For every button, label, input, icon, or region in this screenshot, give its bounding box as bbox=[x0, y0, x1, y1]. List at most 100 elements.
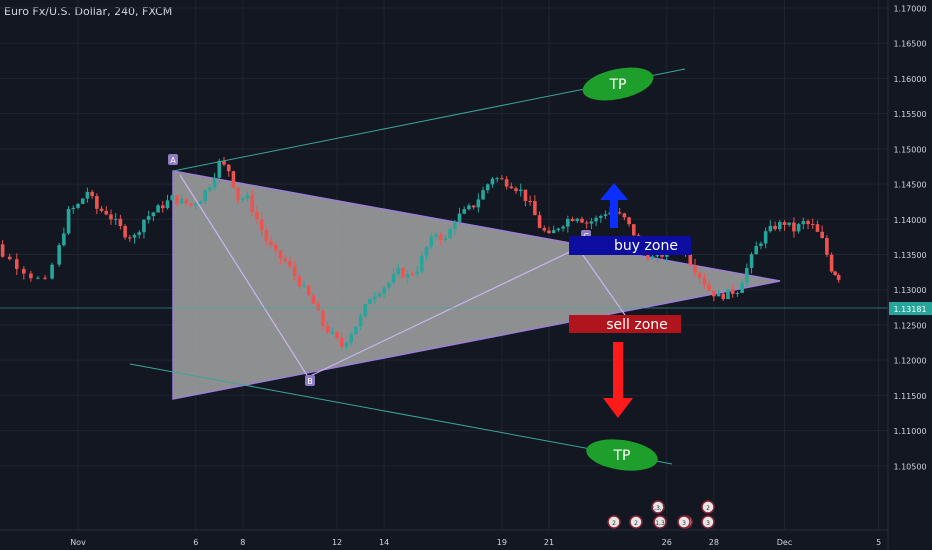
candle-body bbox=[43, 277, 47, 279]
candle-body bbox=[391, 274, 396, 283]
candle-body bbox=[716, 293, 721, 297]
candle-body bbox=[627, 217, 631, 225]
candle-body bbox=[245, 194, 250, 199]
candle-body bbox=[269, 241, 273, 246]
y-tick-label: 1.17000 bbox=[893, 5, 926, 14]
candle-body bbox=[617, 212, 622, 214]
candle-body bbox=[170, 195, 174, 201]
candle-body bbox=[453, 222, 457, 229]
candle-body bbox=[160, 205, 165, 209]
candle-body bbox=[128, 237, 132, 239]
candle-body bbox=[104, 210, 109, 215]
candle-body bbox=[358, 315, 363, 327]
candle-body bbox=[448, 228, 452, 239]
candle-body bbox=[415, 271, 419, 275]
candle-body bbox=[212, 177, 217, 188]
candle-body bbox=[250, 194, 255, 212]
candle-body bbox=[829, 254, 834, 272]
candle-body bbox=[424, 246, 429, 256]
candle-body bbox=[132, 234, 137, 238]
x-tick-label: 8 bbox=[240, 538, 245, 547]
candle-body bbox=[688, 254, 693, 266]
candle-body bbox=[481, 190, 485, 200]
candle-body bbox=[410, 273, 415, 275]
sell-zone-box bbox=[569, 315, 681, 333]
candle-body bbox=[580, 218, 584, 223]
event-flag-count: 2 bbox=[706, 505, 710, 512]
candle-body bbox=[622, 213, 627, 218]
candle-body bbox=[90, 191, 94, 197]
candle-body bbox=[820, 231, 824, 238]
candle-body bbox=[556, 228, 561, 231]
candle-body bbox=[740, 282, 744, 293]
candle-body bbox=[561, 226, 565, 229]
candle-body bbox=[22, 268, 26, 274]
candle-body bbox=[825, 237, 829, 255]
candle-body bbox=[85, 191, 90, 199]
candle-body bbox=[95, 196, 99, 209]
candle-body bbox=[528, 200, 532, 202]
candle-body bbox=[420, 255, 424, 272]
candle-body bbox=[721, 293, 726, 300]
candle-body bbox=[297, 276, 302, 287]
candle-body bbox=[707, 284, 711, 291]
candle-body bbox=[796, 224, 801, 232]
event-flag-icon bbox=[607, 515, 621, 529]
candle-body bbox=[467, 205, 471, 210]
x-tick-label: 12 bbox=[332, 538, 342, 547]
x-tick-label: 19 bbox=[497, 538, 507, 547]
candle-body bbox=[372, 296, 377, 300]
y-tick-label: 1.16000 bbox=[893, 75, 926, 84]
candle-body bbox=[259, 219, 264, 231]
candle-body bbox=[462, 209, 467, 214]
candle-body bbox=[66, 209, 71, 234]
candle-body bbox=[815, 224, 820, 232]
candle-body bbox=[777, 222, 782, 230]
candle-body bbox=[434, 234, 438, 237]
y-tick-label: 1.14000 bbox=[893, 216, 926, 225]
candle-body bbox=[236, 187, 240, 200]
channel-line-lower bbox=[129, 363, 673, 465]
candle-body bbox=[118, 218, 123, 227]
candle-body bbox=[335, 332, 339, 338]
candle-body bbox=[763, 231, 768, 244]
y-tick-label: 1.13000 bbox=[893, 286, 926, 295]
candle-body bbox=[203, 190, 207, 202]
candle-body bbox=[368, 299, 372, 304]
candle-body bbox=[495, 178, 499, 180]
event-flag-count: 3 bbox=[682, 520, 686, 527]
candle-body bbox=[311, 295, 316, 304]
candle-body bbox=[382, 287, 386, 294]
candle-body bbox=[547, 230, 551, 234]
candle-body bbox=[151, 212, 156, 217]
event-flag-icon bbox=[701, 515, 715, 529]
candle-body bbox=[137, 232, 142, 235]
arrow-down-icon bbox=[603, 342, 633, 418]
candle-body bbox=[810, 224, 815, 226]
event-flag-count: 2 bbox=[634, 520, 638, 527]
candle-body bbox=[759, 243, 763, 247]
candle-body bbox=[339, 337, 344, 347]
candle-body bbox=[189, 203, 193, 206]
candle-body bbox=[387, 282, 391, 288]
x-tick-label: 21 bbox=[544, 538, 554, 547]
candle-body bbox=[551, 230, 556, 234]
candle-body bbox=[283, 258, 288, 262]
candle-body bbox=[833, 271, 837, 275]
candle-body bbox=[438, 234, 443, 241]
candle-body bbox=[71, 207, 76, 210]
candle-body bbox=[29, 273, 33, 279]
tp-label-bottom-ellipse bbox=[586, 439, 658, 471]
candle-body bbox=[514, 188, 518, 192]
tp-label-bottom: TP bbox=[613, 448, 631, 464]
y-tick-label: 1.16500 bbox=[893, 40, 926, 49]
candle-body bbox=[274, 245, 278, 251]
candle-body bbox=[471, 205, 476, 208]
candle-body bbox=[631, 224, 636, 236]
candle-body bbox=[363, 303, 368, 316]
candle-body bbox=[321, 310, 325, 326]
tp-label-top: TP bbox=[609, 77, 627, 93]
x-tick-label: Nov bbox=[70, 538, 86, 547]
buy-zone-box bbox=[569, 236, 691, 255]
